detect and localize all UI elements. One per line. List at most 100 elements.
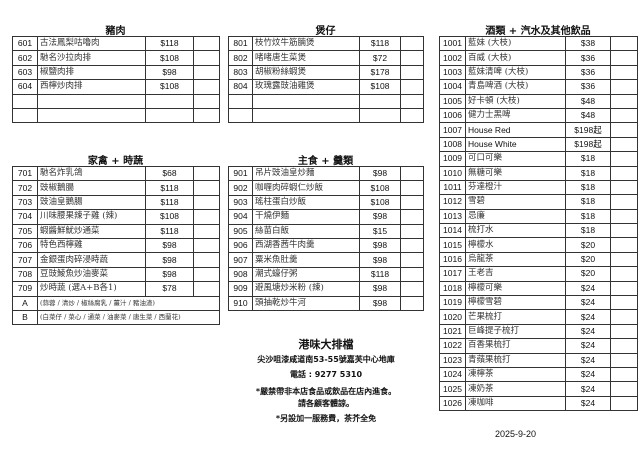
menu-item-row (12, 107, 220, 124)
item-code (228, 93, 253, 109)
item-blank-cell (400, 165, 424, 182)
item-code: 706 (12, 237, 38, 254)
item-code: 601 (12, 35, 38, 52)
item-blank-cell (400, 295, 424, 311)
menu-item-row: 1020 芒果梳打 $24 (439, 309, 638, 325)
item-price: $108 (145, 79, 194, 95)
menu-item-row: 1002 百威 (大枝) $36 (439, 50, 638, 66)
notice-outside-food: *嚴禁帶非本店食品或飲品在店內進食。 (255, 387, 397, 396)
item-code: 804 (228, 79, 253, 95)
item-name: 藍妹 (大枝) (465, 35, 566, 52)
item-code: 1009 (439, 151, 466, 167)
item-price (359, 107, 401, 124)
item-code: 1015 (439, 237, 466, 253)
item-price: $38 (565, 35, 611, 52)
menu-item-row: 1009 可口可樂 $18 (439, 151, 638, 167)
item-price: $118 (145, 35, 194, 52)
menu-item-row: 706 特色西檸雞 $98 (12, 237, 220, 254)
item-blank-cell (610, 338, 638, 354)
item-code: 1007 (439, 122, 466, 138)
menu-item-row: 705 蝦醬鮮魷炒通菜 $118 (12, 223, 220, 239)
item-name (37, 107, 146, 124)
item-code: 1022 (439, 338, 466, 354)
menu-item-row: 1018 檸檬可樂 $24 (439, 280, 638, 297)
item-blank-cell (610, 237, 638, 253)
item-code: 1025 (439, 381, 466, 397)
menu-item-row: 1023 青蘋果梳打 $24 (439, 352, 638, 368)
item-blank-cell (400, 180, 424, 196)
item-price: $24 (565, 338, 611, 354)
menu-item-row: 907 粟米魚肚羹 $98 (228, 252, 424, 268)
item-blank-cell (193, 281, 220, 297)
item-blank-cell (610, 64, 638, 81)
item-price: $108 (145, 209, 194, 225)
item-code: 701 (12, 165, 38, 182)
item-blank-cell (400, 237, 424, 254)
menu-item-row: 904 干燒伊麵 $98 (228, 209, 424, 225)
item-code: 1024 (439, 366, 466, 383)
item-price: $98 (359, 165, 401, 182)
item-blank-cell (400, 79, 424, 95)
item-name (252, 107, 360, 124)
item-code: 1014 (439, 223, 466, 239)
item-price (359, 93, 401, 109)
section-title-pork: 豬肉 (105, 26, 126, 37)
item-code: 1023 (439, 352, 466, 368)
item-code: 704 (12, 209, 38, 225)
item-price: $18 (565, 151, 611, 167)
menu-item-row: 903 瑤柱蛋白炒飯 $108 (228, 194, 424, 211)
item-blank-cell (610, 107, 638, 124)
item-price: $108 (359, 194, 401, 211)
item-code: 1010 (439, 165, 466, 181)
menu-table-staples-soups: 901 吊片豉油皇炒麵 $98 902 咖喱肉碎蝦仁炒飯 $108 903 瑤柱蛋白炒飯 $10… (228, 165, 424, 311)
menu-item-row: 1016 烏龍茶 $20 (439, 251, 638, 268)
item-code: 1006 (439, 107, 466, 124)
menu-item-row: 901 吊片豉油皇炒麵 $98 (228, 165, 424, 182)
item-code: 1013 (439, 208, 466, 225)
menu-item-row: 908 潮式蠔仔粥 $118 (228, 266, 424, 283)
item-name: 炒時蔬 (選A+B各1) (37, 281, 146, 297)
item-code: 1001 (439, 35, 466, 52)
item-blank-cell (610, 309, 638, 325)
item-name: 王老吉 (465, 266, 566, 282)
item-price: $108 (359, 180, 401, 196)
item-code: 705 (12, 223, 38, 239)
menu-item-row: 1012 雪碧 $18 (439, 194, 638, 210)
item-price: $178 (359, 64, 401, 81)
item-blank-cell (193, 266, 220, 283)
item-name: 豆豉鯪魚炒油麥菜 (37, 266, 146, 283)
item-name: 胡椒粉絲蝦煲 (252, 64, 360, 81)
item-name: 青蘋果梳打 (465, 352, 566, 368)
item-price: $20 (565, 237, 611, 253)
item-blank-cell (610, 151, 638, 167)
menu-item-row: 1024 凍檸茶 $24 (439, 366, 638, 383)
item-code: 901 (228, 165, 253, 182)
menu-item-row: 1015 檸檬水 $20 (439, 237, 638, 253)
item-name: 頭抽乾炒牛河 (252, 295, 360, 311)
item-blank-cell (400, 35, 424, 52)
menu-item-row: 708 豆豉鯪魚炒油麥菜 $98 (12, 266, 220, 283)
menu-item-row: 704 川味腰果辣子雞 (辣) $108 (12, 209, 220, 225)
item-name: 馳名炸乳鴿 (37, 165, 146, 182)
item-blank-cell (610, 35, 638, 52)
item-price: $48 (565, 107, 611, 124)
item-name: 青島啤酒 (大枝) (465, 79, 566, 95)
item-name: 西湖香茜牛肉羹 (252, 237, 360, 254)
item-name: 西檸炒肉排 (37, 79, 146, 95)
item-price: $118 (145, 180, 194, 196)
item-code (228, 107, 253, 124)
item-price: $98 (145, 237, 194, 254)
item-code: 1012 (439, 194, 466, 210)
item-code: 1008 (439, 136, 466, 153)
item-price: $118 (145, 194, 194, 211)
menu-table-claypot: 801 枝竹炆牛筋腩煲 $118 802 啫啫唐生菜煲 $72 803 胡椒粉絲蝦煲 $178 8… (228, 35, 424, 124)
restaurant-phone: 電話 : 9277 5310 (289, 370, 363, 379)
menu-item-row: 1026 凍咖啡 $24 (439, 395, 638, 412)
item-code: 803 (228, 64, 253, 81)
item-blank-cell (193, 252, 220, 268)
menu-item-row: 1019 檸檬雪碧 $24 (439, 295, 638, 311)
item-blank-cell (610, 93, 638, 109)
item-blank-cell (610, 381, 638, 397)
item-name: House Red (465, 122, 566, 138)
section-title-poultry-vegetables: 家禽 + 時蔬 (87, 156, 144, 167)
